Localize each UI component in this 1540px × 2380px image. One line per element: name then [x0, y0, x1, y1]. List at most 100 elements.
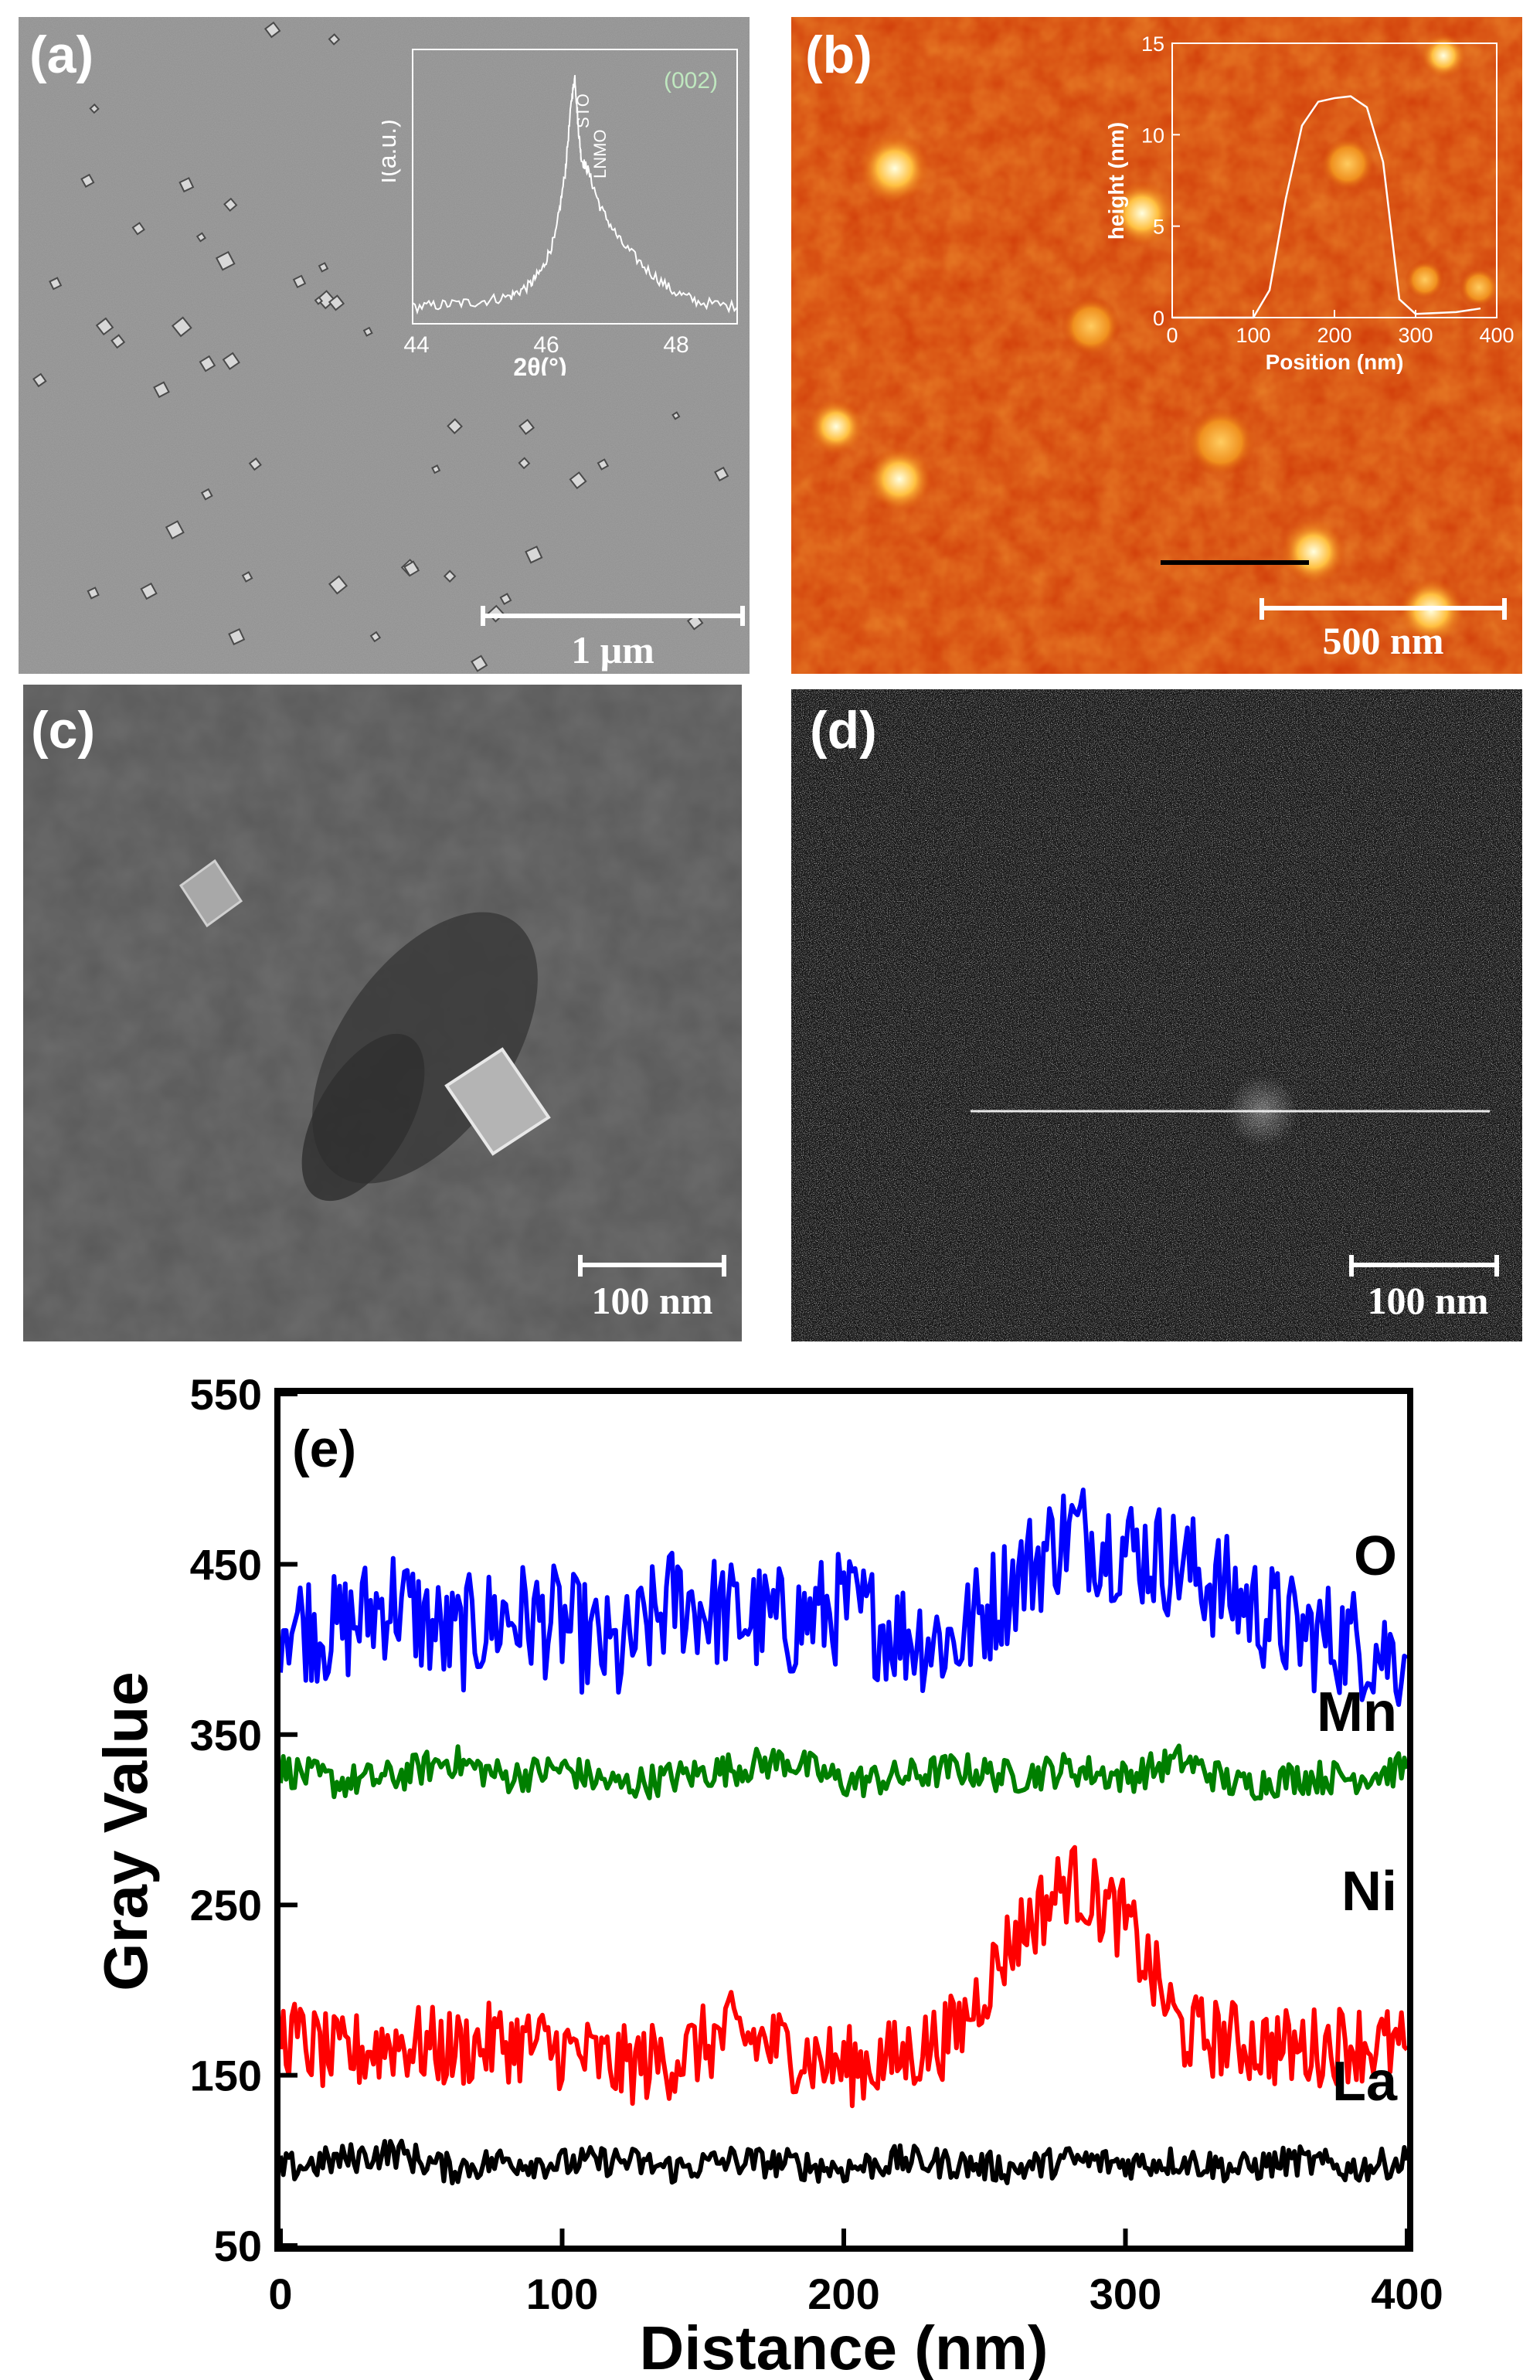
sem-particle	[318, 262, 329, 273]
sem-particle	[228, 627, 246, 646]
afm-particle	[867, 447, 932, 512]
afm-particle	[860, 134, 930, 203]
sem-particle	[403, 560, 420, 577]
scale-bar-label-d: 100 nm	[1367, 1279, 1489, 1322]
sem-particle	[714, 466, 729, 482]
xrd-inset-chart: I(a.u.) (002) STO LNMO 44 46 48 2θ(°)	[373, 49, 738, 381]
afm-xlabel: Position (nm)	[1266, 350, 1404, 374]
scale-bar-label-c: 100 nm	[591, 1279, 713, 1322]
sem-particle	[569, 471, 587, 490]
series-line-o	[278, 1488, 1409, 1707]
series-line-ni	[278, 1844, 1409, 2109]
sem-particle	[49, 277, 63, 291]
sem-particle	[597, 458, 610, 471]
xrd-reflection-label: (002)	[664, 68, 718, 94]
sem-particle	[215, 250, 236, 271]
sem-particle	[223, 197, 238, 212]
sem-particle	[195, 232, 206, 243]
sem-particle	[32, 372, 47, 388]
sem-particle	[292, 274, 307, 289]
eds-map-d	[791, 689, 1522, 1341]
afm-xtick-label: 0	[1166, 324, 1178, 347]
y-tick-label: 150	[190, 2052, 262, 2100]
y-tick-label: 50	[214, 2222, 262, 2270]
panel-label-c: (c)	[31, 701, 96, 760]
sem-particle	[499, 593, 512, 606]
afm-xtick-label: 400	[1479, 324, 1514, 347]
afm-particle	[1061, 296, 1121, 356]
sem-particle	[200, 488, 213, 501]
afm-xtick-label: 200	[1317, 324, 1351, 347]
panel-label-b: (b)	[805, 26, 872, 84]
afm-xtick-label: 100	[1236, 324, 1270, 347]
sem-particle	[248, 457, 262, 471]
afm-ylabel: height (nm)	[1104, 122, 1128, 240]
sem-particle	[89, 103, 100, 114]
x-tick-label: 0	[268, 2270, 292, 2318]
sem-particle	[431, 464, 441, 474]
x-tick-label: 100	[526, 2270, 598, 2318]
sem-particle	[140, 582, 158, 600]
xrd-curve	[412, 75, 738, 315]
panel-d: (d) 100 nm	[791, 689, 1522, 1341]
sem-particle	[165, 520, 185, 540]
sem-image-a	[19, 17, 750, 674]
series-label-o: O	[1354, 1525, 1397, 1587]
scale-bar-b	[1260, 598, 1507, 620]
sem-particle	[443, 570, 457, 583]
line-profile-chart: 0 100 200 300 400 50 150 250 350 450 550 (e) Dista…	[91, 1370, 1443, 2380]
sem-particle	[80, 173, 95, 189]
scale-bar-label-a: 1 μm	[571, 628, 654, 672]
series-label-ni: Ni	[1341, 1861, 1397, 1923]
sem-particle	[87, 586, 100, 600]
scale-bar-label-b: 500 nm	[1322, 619, 1444, 662]
afm-particle	[808, 399, 864, 454]
afm-profile-curve	[1172, 95, 1481, 319]
afm-particle	[1399, 578, 1464, 643]
xrd-xlabel: 2θ(°)	[513, 353, 566, 376]
afm-particle	[1320, 136, 1375, 192]
sem-particle	[222, 352, 240, 370]
series-line-mn	[278, 1743, 1409, 1801]
scale-bar-d	[1349, 1255, 1499, 1277]
panel-label-a: (a)	[29, 26, 94, 84]
panel-label-e: (e)	[292, 1420, 356, 1478]
sem-particle	[263, 21, 281, 39]
panel-b: (b) 0 100 200 300 400 0 5 10 15 height (nm) Posi…	[791, 17, 1522, 674]
sem-particle	[328, 33, 341, 46]
y-tick-label: 250	[190, 1881, 262, 1930]
panel-e: 0 100 200 300 400 50 150 250 350 450 550 (e) Dista…	[0, 1360, 1540, 2380]
xrd-xtick-44: 44	[403, 332, 429, 358]
sem-particle	[241, 571, 253, 583]
xrd-peak-sto: STO	[573, 94, 593, 128]
afm-particle	[1405, 260, 1445, 300]
sem-particle	[314, 296, 324, 305]
afm-particle	[1110, 181, 1175, 246]
sem-particle	[525, 546, 543, 564]
afm-ytick-label: 0	[1153, 307, 1164, 330]
xrd-inset: I(a.u.) (002) STO LNMO 44 46 48 2θ(°)	[373, 36, 745, 381]
sem-particle	[671, 411, 681, 420]
afm-particle	[1186, 407, 1256, 477]
sem-particle	[447, 418, 463, 434]
sem-particle	[95, 317, 114, 336]
x-tick-label: 300	[1090, 2270, 1161, 2318]
afm-ytick-label: 5	[1153, 216, 1164, 239]
sem-particle	[328, 575, 348, 595]
series-label-la: La	[1332, 2051, 1398, 2113]
x-tick-label: 200	[807, 2270, 879, 2318]
sem-particle	[471, 654, 488, 672]
series-line-la	[278, 2138, 1409, 2186]
y-axis-label: Gray Value	[91, 1671, 160, 1991]
sem-particle	[110, 334, 126, 349]
scale-bar-c	[578, 1255, 726, 1277]
x-axis-label: Distance (nm)	[640, 2314, 1049, 2380]
sem-particle	[362, 326, 373, 337]
panel-a: (a) I(a.u.) (002) STO LNMO 44 46 48 2θ(°…	[19, 17, 750, 674]
afm-particle	[1459, 267, 1499, 308]
afm-particle	[1281, 519, 1346, 584]
afm-profile-chart: 0 100 200 300 400 0 5 10 15 height (nm) Position…	[1104, 32, 1515, 374]
sem-particle	[328, 294, 345, 311]
sem-particle	[178, 177, 195, 193]
sem-particle	[131, 222, 145, 236]
